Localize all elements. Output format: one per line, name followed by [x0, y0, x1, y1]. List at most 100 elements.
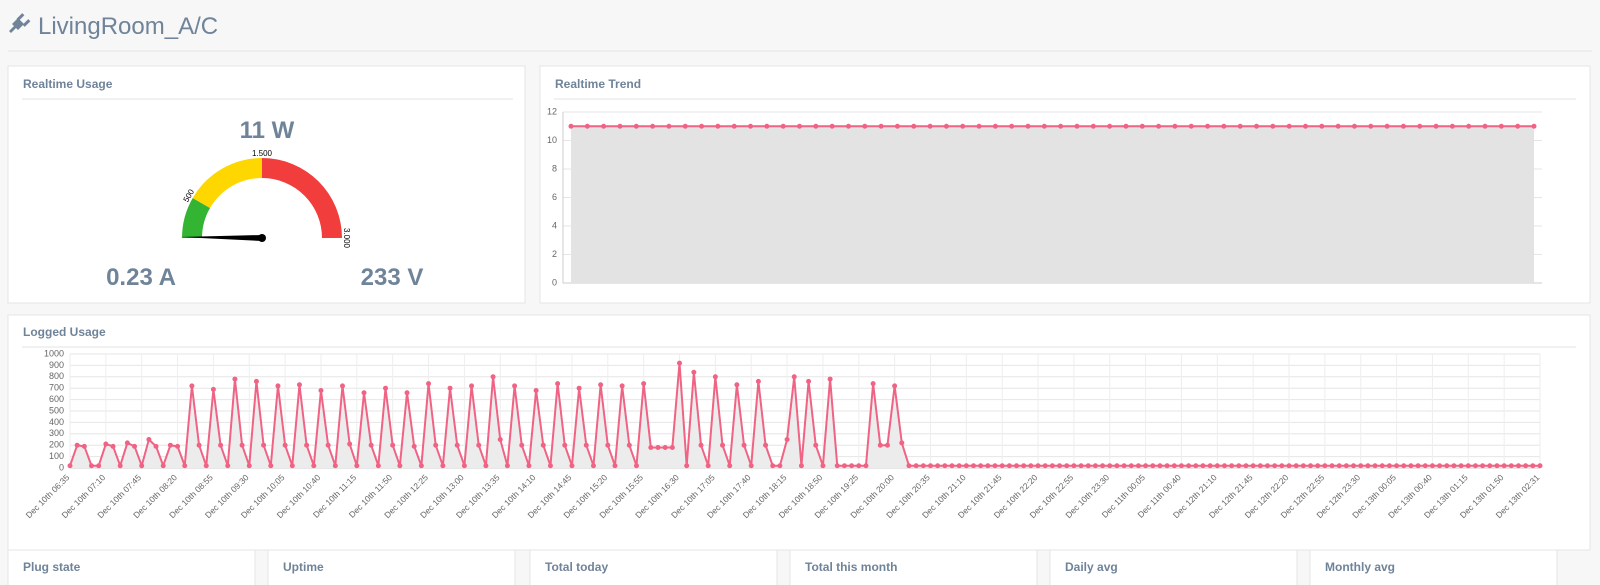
gauge-band — [192, 158, 262, 208]
card-title: Total this month — [805, 560, 897, 574]
point — [927, 123, 933, 129]
point — [1205, 123, 1211, 129]
point — [1035, 463, 1041, 469]
point — [927, 463, 933, 469]
point — [461, 463, 467, 469]
point — [949, 463, 955, 469]
point — [160, 463, 166, 469]
point — [1021, 463, 1027, 469]
point — [1074, 123, 1080, 129]
point — [999, 463, 1005, 469]
point — [662, 444, 668, 450]
point — [1472, 463, 1478, 469]
point — [1286, 463, 1292, 469]
point — [863, 463, 869, 469]
point — [1058, 123, 1064, 129]
point — [1009, 123, 1015, 129]
point — [1530, 463, 1536, 469]
point — [1171, 463, 1177, 469]
point — [849, 463, 855, 469]
point — [1394, 463, 1400, 469]
point — [648, 444, 654, 450]
point — [1368, 123, 1374, 129]
point — [153, 443, 159, 449]
panel-title: Logged Usage — [23, 325, 106, 339]
point — [1270, 123, 1276, 129]
point — [490, 374, 496, 380]
point — [1237, 123, 1243, 129]
point — [845, 123, 851, 129]
point — [375, 463, 381, 469]
point — [712, 374, 718, 380]
page-title: LivingRoom_A/C — [38, 13, 218, 40]
point — [1090, 123, 1096, 129]
point — [1128, 463, 1134, 469]
point — [617, 123, 623, 129]
point — [734, 382, 740, 388]
point — [884, 442, 890, 448]
point — [1071, 463, 1077, 469]
point — [584, 123, 590, 129]
point — [942, 463, 948, 469]
point — [1078, 463, 1084, 469]
point — [1156, 123, 1162, 129]
point — [856, 463, 862, 469]
point — [1057, 463, 1063, 469]
point — [1531, 123, 1537, 129]
point — [304, 442, 310, 448]
point — [780, 123, 786, 129]
point — [601, 123, 607, 129]
point — [1444, 463, 1450, 469]
point — [1188, 123, 1194, 129]
gauge-tick-label: 3.000 — [342, 228, 351, 249]
y-tick-label: 12 — [547, 106, 557, 116]
point — [139, 463, 145, 469]
point — [196, 442, 202, 448]
point — [354, 463, 360, 469]
point — [175, 443, 181, 449]
point — [598, 382, 604, 388]
point — [239, 442, 245, 448]
point — [892, 383, 898, 389]
point — [677, 360, 683, 366]
point — [296, 382, 302, 388]
y-tick-label: 0 — [552, 277, 557, 287]
panel-title: Realtime Usage — [23, 77, 113, 91]
point — [1042, 463, 1048, 469]
point — [1523, 463, 1529, 469]
point — [641, 381, 647, 387]
gauge-needle — [180, 235, 263, 241]
point — [1221, 123, 1227, 129]
point — [1193, 463, 1199, 469]
point — [1279, 463, 1285, 469]
point — [1494, 463, 1500, 469]
point — [1315, 463, 1321, 469]
point — [963, 463, 969, 469]
point — [906, 463, 912, 469]
point — [784, 437, 790, 442]
point — [1272, 463, 1278, 469]
point — [935, 463, 941, 469]
point — [103, 441, 109, 447]
power-value: 11 W — [240, 117, 295, 144]
point — [1028, 463, 1034, 469]
point — [1254, 123, 1260, 129]
point — [433, 442, 439, 448]
point — [1322, 463, 1328, 469]
point — [878, 123, 884, 129]
point — [731, 123, 737, 129]
point — [1379, 463, 1385, 469]
point — [533, 387, 539, 393]
card — [267, 549, 516, 585]
current-value: 0.23 A — [106, 264, 176, 291]
point — [748, 463, 754, 469]
point — [526, 463, 532, 469]
needle-hub — [258, 234, 266, 242]
point — [590, 463, 596, 469]
y-tick-label: 400 — [49, 417, 64, 427]
point — [1214, 463, 1220, 469]
point — [1537, 463, 1543, 469]
point — [911, 123, 917, 129]
point — [1114, 463, 1120, 469]
point — [1229, 463, 1235, 469]
